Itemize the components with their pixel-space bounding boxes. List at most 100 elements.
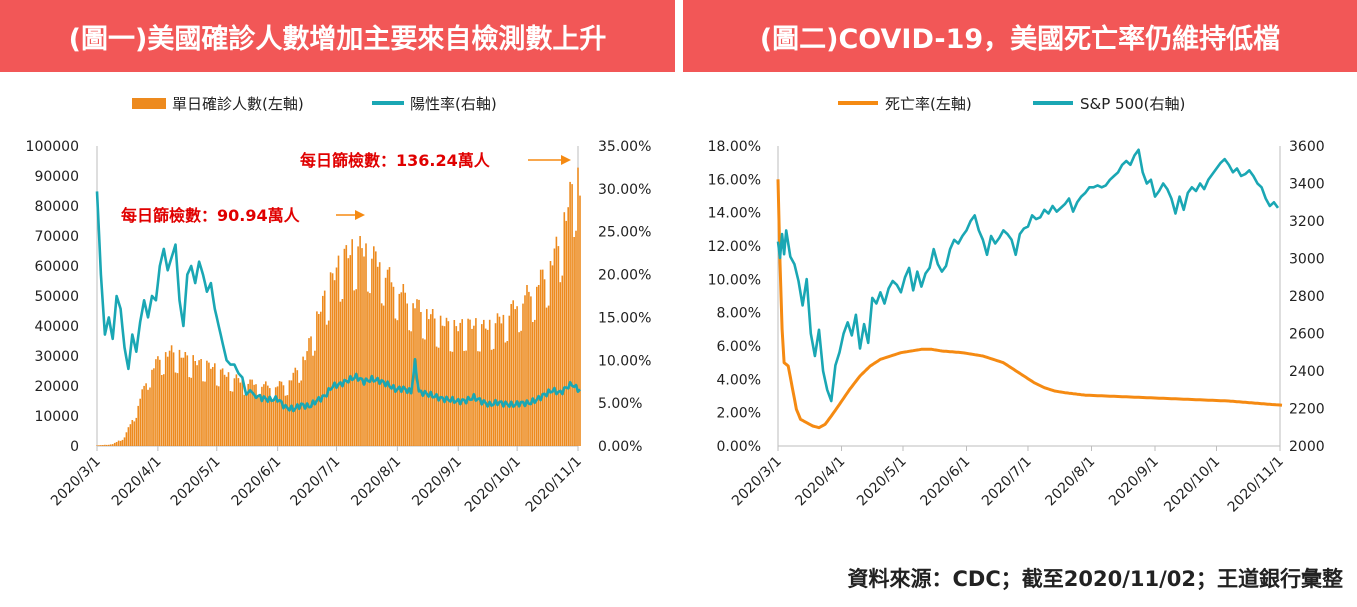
daily-cases-bar bbox=[390, 282, 393, 446]
daily-cases-bar bbox=[367, 291, 369, 446]
daily-cases-bar bbox=[247, 383, 249, 446]
daily-cases-bar bbox=[284, 395, 287, 446]
y-left-tick-label: 14.00% bbox=[708, 206, 761, 222]
daily-cases-bar bbox=[139, 398, 141, 446]
daily-cases-bar bbox=[573, 237, 575, 446]
daily-cases-bar bbox=[304, 360, 306, 446]
x-tick-label: 2020/9/1 bbox=[1106, 454, 1162, 510]
daily-cases-bar bbox=[518, 332, 520, 446]
daily-cases-bar bbox=[433, 318, 436, 446]
daily-cases-bar bbox=[161, 375, 163, 446]
daily-cases-bar bbox=[186, 355, 189, 446]
daily-cases-bar bbox=[329, 272, 332, 446]
figure2-axes: 0.00% 2.00% 4.00% 6.00% 8.00% 10.00% 12.00% 14.… bbox=[708, 139, 1325, 516]
y-left-tick-label: 60000 bbox=[34, 259, 79, 275]
x-tick-label: 2020/8/1 bbox=[1043, 454, 1099, 510]
daily-cases-bar bbox=[306, 351, 308, 446]
daily-cases-bar bbox=[483, 319, 485, 446]
figure1-title: (圖一)美國確診人數增加主要來自檢測數上升 bbox=[0, 0, 675, 72]
y-right-tick-label: 2600 bbox=[1289, 327, 1325, 343]
daily-cases-bar bbox=[547, 305, 550, 446]
y-left-tick-label: 16.00% bbox=[708, 172, 761, 188]
daily-cases-bar bbox=[508, 315, 511, 446]
daily-cases-bar bbox=[219, 369, 222, 446]
daily-cases-bar bbox=[302, 356, 304, 446]
daily-cases-bar bbox=[524, 295, 526, 446]
daily-cases-bar bbox=[398, 293, 401, 446]
daily-cases-bar bbox=[257, 396, 259, 446]
figure1-annotations: 每日篩檢數：90.94萬人 每日篩檢數：136.24萬人 bbox=[121, 151, 571, 225]
daily-cases-bar bbox=[488, 319, 491, 446]
daily-cases-bar bbox=[272, 399, 275, 446]
daily-cases-bar bbox=[490, 349, 493, 446]
daily-cases-bar bbox=[500, 323, 503, 446]
daily-cases-bar bbox=[102, 445, 104, 446]
legend-label-cases: 單日確診人數(左軸) bbox=[172, 95, 304, 113]
daily-cases-bar bbox=[245, 395, 247, 446]
daily-cases-bar bbox=[414, 308, 416, 446]
x-tick-label: 2020/4/1 bbox=[793, 454, 849, 510]
y-left-tick-label: 20000 bbox=[34, 379, 79, 395]
daily-cases-bar bbox=[280, 381, 283, 446]
legend-label-positivity: 陽性率(右軸) bbox=[410, 95, 497, 113]
y-left-tick-label: 2.00% bbox=[717, 406, 761, 422]
y-right-tick-label: 2800 bbox=[1289, 289, 1325, 305]
y-left-tick-label: 6.00% bbox=[717, 339, 761, 355]
y-right-tick-label: 30.00% bbox=[598, 182, 651, 198]
annotation-tests-1: 每日篩檢數：90.94萬人 bbox=[121, 206, 301, 225]
daily-cases-bar bbox=[157, 356, 159, 446]
legend-label-death-rate: 死亡率(左軸) bbox=[885, 95, 972, 113]
y-left-tick-label: 0 bbox=[70, 439, 79, 455]
daily-cases-bar bbox=[178, 349, 181, 446]
x-tick-label: 2020/10/1 bbox=[462, 454, 524, 516]
daily-cases-bar bbox=[296, 370, 299, 446]
daily-cases-bar bbox=[365, 243, 367, 446]
daily-cases-bar bbox=[206, 360, 208, 446]
figure2-title: (圖二)COVID-19，美國死亡率仍維持低檔 bbox=[683, 0, 1357, 72]
daily-cases-bar bbox=[119, 440, 122, 446]
daily-cases-bar bbox=[106, 444, 108, 446]
daily-cases-bar bbox=[339, 301, 342, 446]
daily-cases-bar bbox=[575, 230, 577, 446]
annotation-arrow-1-head bbox=[355, 210, 365, 220]
figure2-chart: 死亡率(左軸) S&P 500(右軸) 0.00% 2.00% 4.00% 6.00%… bbox=[708, 95, 1325, 516]
daily-cases-bar bbox=[394, 318, 397, 446]
daily-cases-bar bbox=[198, 360, 200, 446]
daily-cases-bar bbox=[406, 303, 408, 446]
daily-cases-bar bbox=[530, 296, 532, 446]
daily-cases-bar bbox=[135, 417, 138, 446]
daily-cases-bar bbox=[569, 181, 571, 446]
daily-cases-bar bbox=[388, 267, 391, 446]
y-left-tick-label: 70000 bbox=[34, 229, 79, 245]
legend-bar-swatch bbox=[132, 98, 166, 109]
daily-cases-bar bbox=[223, 374, 226, 446]
figure1-chart: 單日確診人數(左軸) 陽性率(右軸) 0 10000 20000 30000 40000… bbox=[26, 95, 652, 516]
daily-cases-bar bbox=[514, 309, 516, 446]
daily-cases-bar bbox=[376, 266, 379, 446]
daily-cases-bar bbox=[475, 318, 477, 446]
daily-cases-bar bbox=[353, 290, 355, 446]
daily-cases-bar bbox=[484, 328, 487, 446]
daily-cases-bar bbox=[384, 277, 387, 446]
daily-cases-bar bbox=[155, 359, 157, 446]
x-tick-label: 2020/11/1 bbox=[1225, 454, 1287, 516]
daily-cases-bar bbox=[335, 267, 338, 446]
y-right-tick-label: 3600 bbox=[1289, 139, 1325, 155]
daily-cases-bar bbox=[557, 246, 560, 446]
x-tick-label: 2020/5/1 bbox=[854, 454, 910, 510]
daily-cases-bar bbox=[251, 379, 253, 446]
daily-cases-bar bbox=[439, 315, 442, 446]
y-right-tick-label: 15.00% bbox=[598, 310, 651, 326]
daily-cases-bar bbox=[263, 384, 265, 446]
daily-cases-bar bbox=[131, 420, 134, 446]
daily-cases-bar bbox=[249, 379, 251, 446]
daily-cases-bar bbox=[341, 299, 344, 446]
daily-cases-bar bbox=[200, 359, 202, 446]
daily-cases-bar bbox=[473, 325, 475, 446]
daily-cases-bar bbox=[333, 280, 336, 446]
daily-cases-bar bbox=[308, 338, 310, 446]
x-tick-label: 2020/9/1 bbox=[409, 454, 465, 510]
y-left-tick-label: 4.00% bbox=[717, 372, 761, 388]
daily-cases-bar bbox=[180, 357, 183, 446]
daily-cases-bar bbox=[216, 385, 218, 446]
